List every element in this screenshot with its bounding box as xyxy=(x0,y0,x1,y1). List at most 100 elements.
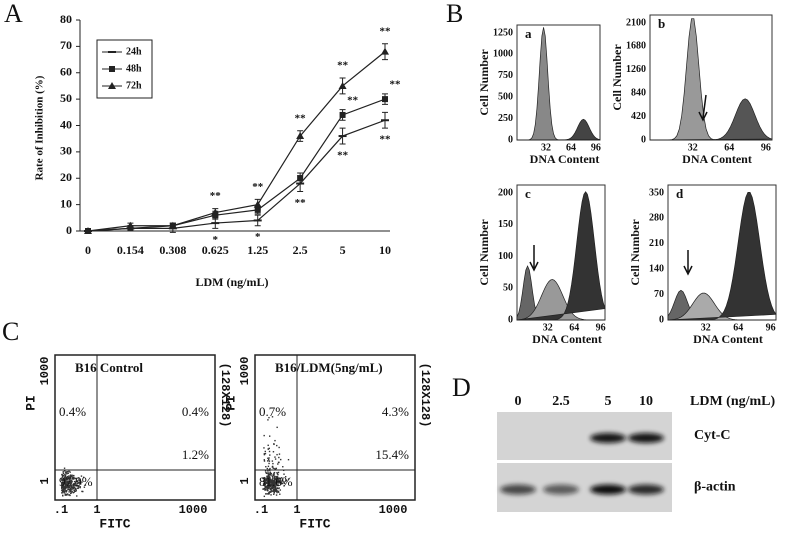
dot xyxy=(270,491,272,493)
dot xyxy=(270,483,272,485)
dot xyxy=(273,473,275,476)
x-axis-label: DNA Content xyxy=(532,332,602,346)
plot-id: a xyxy=(525,26,532,41)
dot xyxy=(272,467,274,469)
panel-label: D xyxy=(452,373,471,402)
y-tick-label: 80 xyxy=(60,12,72,26)
dot xyxy=(67,480,70,483)
dot xyxy=(280,483,283,485)
dot xyxy=(268,473,270,476)
y-tick-label: 10 xyxy=(60,196,72,210)
dot xyxy=(76,495,78,497)
dot xyxy=(66,471,69,473)
dot xyxy=(277,478,279,481)
quadrant-percent: 0.4% xyxy=(59,404,86,419)
dot xyxy=(274,456,276,458)
dot xyxy=(62,479,64,482)
significance-label: ** xyxy=(295,112,307,124)
dot xyxy=(267,476,270,478)
x-axis-label: LDM (ng/mL) xyxy=(196,275,269,289)
dot xyxy=(68,475,70,477)
peak xyxy=(667,192,777,321)
dot xyxy=(71,479,73,481)
x-axis-label: FITC xyxy=(299,516,330,531)
y-tick-label: 280 xyxy=(649,213,664,224)
dot xyxy=(263,482,266,485)
marker xyxy=(339,111,346,118)
blot-band xyxy=(500,484,536,495)
dot xyxy=(279,480,282,482)
dot xyxy=(74,483,76,486)
dot xyxy=(275,494,278,496)
dot xyxy=(78,482,80,485)
dot xyxy=(273,484,276,486)
dot xyxy=(71,485,73,488)
dot xyxy=(272,490,274,493)
blot-band xyxy=(590,433,626,443)
dot xyxy=(269,473,271,476)
dot xyxy=(265,471,267,474)
significance-label: ** xyxy=(295,197,307,209)
dot xyxy=(73,480,76,483)
dot xyxy=(73,477,75,480)
dot xyxy=(76,487,79,489)
x-tick-label: .1 xyxy=(54,503,68,517)
dot xyxy=(276,477,278,479)
dot xyxy=(279,493,281,495)
dot xyxy=(69,489,71,491)
dot xyxy=(263,434,265,437)
blot-band xyxy=(590,484,626,495)
dot xyxy=(62,472,65,475)
dot xyxy=(274,458,277,460)
plot-id: b xyxy=(658,16,665,31)
dot xyxy=(277,463,279,465)
y-tick-label: 1000 xyxy=(493,49,513,60)
dot xyxy=(263,453,266,456)
dot xyxy=(272,486,274,488)
marker xyxy=(381,47,389,55)
y-tick-label: 60 xyxy=(60,65,72,79)
dot xyxy=(272,488,274,490)
marker xyxy=(296,132,305,140)
dot xyxy=(268,493,270,495)
peak xyxy=(667,292,776,321)
histogram-plot: a 1250 1000 750 500 250 0 32 64 96 Cell Number DNA … xyxy=(477,24,601,166)
dot xyxy=(64,486,66,488)
dot xyxy=(276,453,278,456)
dot xyxy=(72,476,74,479)
dot xyxy=(269,478,271,480)
dot xyxy=(275,490,278,492)
y-axis-label: Cell Number xyxy=(477,49,491,116)
dot xyxy=(281,480,283,483)
dot xyxy=(63,488,66,490)
x-tick-label: 0.308 xyxy=(159,243,186,257)
dot xyxy=(272,451,275,453)
dot xyxy=(68,482,70,485)
dot xyxy=(74,482,77,484)
dot xyxy=(268,447,270,450)
dot xyxy=(268,457,270,459)
dot xyxy=(264,486,267,489)
dot xyxy=(269,485,272,487)
plot-id: c xyxy=(525,186,531,201)
marker xyxy=(253,200,262,208)
dot xyxy=(69,471,71,473)
dot xyxy=(277,491,280,493)
dot xyxy=(273,490,276,492)
significance-label: ** xyxy=(210,190,222,202)
x-tick-label: 1 xyxy=(293,503,300,517)
dot xyxy=(67,472,69,474)
dot xyxy=(274,481,276,484)
dot xyxy=(271,484,273,487)
dot xyxy=(270,474,272,476)
dot xyxy=(271,485,273,488)
dot xyxy=(270,489,272,491)
dot xyxy=(63,467,66,469)
dot xyxy=(271,483,273,485)
y-tick-label: 840 xyxy=(631,87,646,98)
dot xyxy=(265,493,267,495)
y-tick-label: 200 xyxy=(498,187,513,198)
dot xyxy=(264,482,267,485)
x-axis-label: DNA Content xyxy=(682,152,752,166)
dot xyxy=(70,487,72,489)
